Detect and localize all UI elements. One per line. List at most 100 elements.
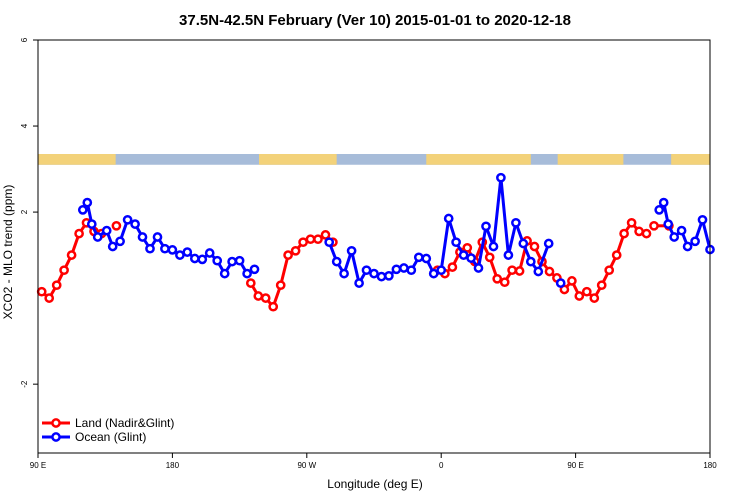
data-point <box>346 245 357 256</box>
data-point <box>234 255 245 266</box>
data-point <box>298 237 308 248</box>
data-point <box>361 265 372 276</box>
data-point <box>406 265 417 276</box>
data-point <box>305 234 316 245</box>
data-point <box>249 264 260 275</box>
series-layer <box>36 172 715 312</box>
data-point <box>260 293 271 303</box>
data-point <box>634 226 644 237</box>
legend-marker <box>51 432 61 442</box>
series-land <box>36 217 674 312</box>
data-point <box>436 265 447 276</box>
data-point <box>376 271 387 282</box>
land-band <box>671 154 710 165</box>
data-point <box>473 263 484 273</box>
x-tick-label: 90 W <box>297 461 316 470</box>
data-point <box>160 243 170 254</box>
data-point <box>111 220 122 231</box>
data-point <box>290 245 301 256</box>
data-point <box>626 217 637 228</box>
data-point <box>529 241 540 252</box>
data-point <box>354 278 364 288</box>
data-point <box>283 250 293 260</box>
data-point <box>92 232 103 242</box>
legend-label: Land (Nadir&Glint) <box>75 416 174 430</box>
data-point <box>44 293 55 303</box>
data-point <box>339 268 349 279</box>
data-point <box>182 247 193 257</box>
data-point <box>145 243 155 254</box>
data-point <box>152 232 163 242</box>
data-point <box>669 232 680 242</box>
data-point <box>245 278 256 288</box>
data-point <box>66 250 77 260</box>
data-point <box>533 266 544 277</box>
data-point <box>59 265 69 276</box>
data-point <box>654 205 665 215</box>
x-tick-label: 180 <box>166 461 180 470</box>
data-point <box>107 241 118 252</box>
data-point <box>676 225 687 236</box>
data-point <box>462 242 473 253</box>
data-point <box>275 280 286 291</box>
data-point <box>212 255 223 266</box>
data-point <box>574 291 585 301</box>
data-point <box>204 248 215 258</box>
data-point <box>641 228 652 239</box>
data-point <box>369 268 379 279</box>
data-point <box>74 228 84 239</box>
data-point <box>137 232 148 242</box>
data-point <box>175 250 185 260</box>
data-point <box>466 253 476 263</box>
x-axis: 90 E 180 90 W 0 90 E 180 <box>30 453 717 470</box>
data-point <box>496 172 506 183</box>
data-point <box>189 253 200 264</box>
data-point <box>313 234 323 245</box>
series-ocean <box>77 172 715 288</box>
data-point <box>451 237 461 248</box>
data-point <box>589 293 600 303</box>
x-tick-label: 90 E <box>567 461 583 470</box>
ocean-band <box>38 154 710 165</box>
data-point <box>503 250 514 260</box>
data-point <box>242 268 252 279</box>
data-point <box>130 219 140 229</box>
data-point <box>555 278 566 288</box>
data-point <box>663 219 674 229</box>
data-point <box>122 214 133 225</box>
data-point <box>518 238 529 249</box>
x-tick-label: 180 <box>703 461 717 470</box>
legend-label: Ocean (Glint) <box>75 430 146 444</box>
x-tick-label: 90 E <box>30 461 46 470</box>
data-point <box>499 277 510 288</box>
land-ocean-mask <box>38 154 710 165</box>
data-point <box>227 256 237 267</box>
data-point <box>428 268 439 279</box>
data-point <box>447 262 458 272</box>
data-point <box>484 252 495 263</box>
data-point <box>581 286 592 297</box>
data-point <box>649 220 659 231</box>
data-point <box>421 253 432 264</box>
data-point <box>253 291 264 301</box>
data-point <box>86 219 97 229</box>
data-point <box>324 237 335 248</box>
data-point <box>658 197 669 208</box>
data-point <box>488 241 499 252</box>
y-tick-label: -2 <box>20 380 29 388</box>
legend: Land (Nadir&Glint)Ocean (Glint) <box>42 416 174 444</box>
data-point <box>514 266 525 276</box>
data-point <box>219 268 230 279</box>
y-axis-label: XCO2 - MLO trend (ppm) <box>1 185 15 320</box>
data-point <box>525 256 536 267</box>
data-point <box>619 228 629 239</box>
data-point <box>690 236 700 247</box>
data-point <box>443 213 454 224</box>
data-point <box>543 238 554 249</box>
data-point <box>115 236 125 247</box>
data-point <box>51 280 62 291</box>
land-band <box>426 154 531 165</box>
data-point <box>507 265 517 276</box>
y-tick-label: 4 <box>20 123 29 128</box>
